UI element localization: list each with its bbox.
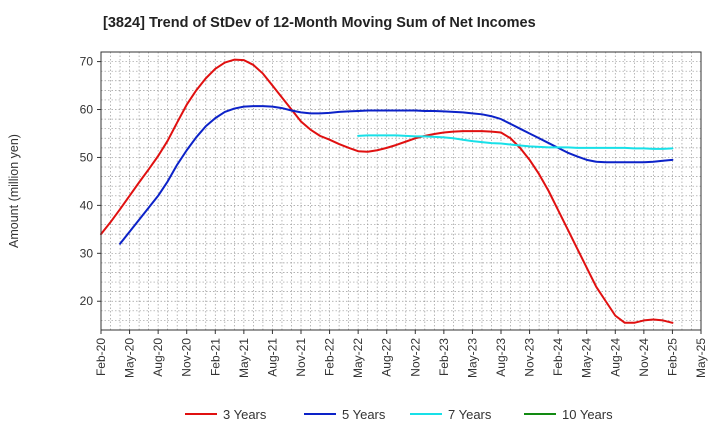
x-tick-label: Aug-23 bbox=[494, 338, 508, 377]
x-tick-label: Feb-25 bbox=[665, 338, 679, 376]
x-tick-label: May-22 bbox=[351, 338, 365, 378]
y-tick-label: 70 bbox=[80, 55, 94, 69]
series-lines bbox=[100, 58, 674, 324]
grid-lines bbox=[101, 52, 701, 330]
legend-label: 10 Years bbox=[562, 407, 613, 422]
y-tick-label: 40 bbox=[80, 198, 94, 212]
x-tick-label: Nov-20 bbox=[180, 338, 194, 377]
x-tick-label: Nov-23 bbox=[523, 338, 537, 377]
y-axis-ticks: 20 30 40 50 60 70 bbox=[80, 55, 101, 308]
x-tick-label: Nov-21 bbox=[294, 338, 308, 377]
x-tick-label: May-24 bbox=[580, 338, 594, 378]
x-tick-label: Feb-22 bbox=[323, 338, 337, 376]
legend-label: 7 Years bbox=[448, 407, 492, 422]
chart-title: [3824] Trend of StDev of 12-Month Moving… bbox=[103, 15, 536, 31]
plot-frame bbox=[100, 51, 702, 331]
y-tick-label: 60 bbox=[80, 103, 94, 117]
y-tick-label: 30 bbox=[80, 246, 94, 260]
x-tick-label: May-20 bbox=[123, 338, 137, 378]
legend: 3 Years 5 Years 7 Years 10 Years bbox=[185, 407, 613, 422]
series-line-7-years bbox=[357, 134, 674, 150]
x-axis-ticks: Feb-20 May-20 Aug-20 Nov-20 Feb-21 May-21 Aug-… bbox=[94, 330, 708, 378]
x-tick-label: Feb-21 bbox=[208, 338, 222, 376]
x-tick-label: Aug-21 bbox=[265, 338, 279, 377]
x-tick-label: May-25 bbox=[694, 338, 708, 378]
x-tick-label: Nov-22 bbox=[408, 338, 422, 377]
x-tick-label: May-23 bbox=[465, 338, 479, 378]
series-line-5-years bbox=[119, 105, 674, 245]
x-tick-label: Aug-20 bbox=[151, 338, 165, 377]
legend-label: 5 Years bbox=[342, 407, 386, 422]
y-tick-label: 20 bbox=[80, 294, 94, 308]
y-axis-label: Amount (million yen) bbox=[7, 134, 21, 248]
x-tick-label: Feb-20 bbox=[94, 338, 108, 376]
x-tick-label: Feb-23 bbox=[437, 338, 451, 376]
x-tick-label: Aug-24 bbox=[608, 338, 622, 377]
x-tick-label: Aug-22 bbox=[380, 338, 394, 377]
x-tick-label: May-21 bbox=[237, 338, 251, 378]
x-tick-label: Feb-24 bbox=[551, 338, 565, 376]
y-tick-label: 50 bbox=[80, 150, 94, 164]
x-tick-label: Nov-24 bbox=[637, 338, 651, 377]
legend-label: 3 Years bbox=[223, 407, 267, 422]
series-line-3-years bbox=[100, 58, 674, 324]
